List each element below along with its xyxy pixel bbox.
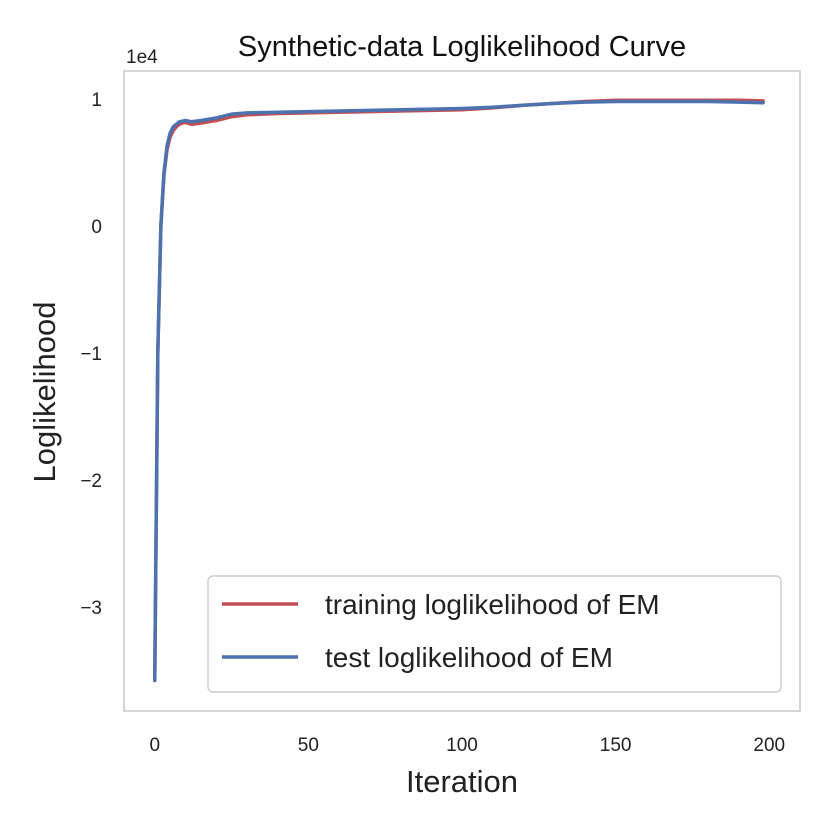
x-axis-label: Iteration	[406, 764, 518, 799]
series-line-test	[152, 99, 765, 683]
y-tick-label: 1	[91, 90, 102, 111]
legend-label-training: training loglikelihood of EM	[325, 589, 660, 620]
x-tick-label: 200	[753, 735, 785, 756]
x-tick-label: 100	[446, 735, 478, 756]
chart-title: Synthetic-data Loglikelihood Curve	[238, 31, 686, 63]
legend-label-test: test loglikelihood of EM	[325, 642, 613, 673]
series-layer	[152, 98, 765, 683]
y-offset-text: 1e4	[126, 47, 158, 68]
legend-frame	[207, 575, 782, 693]
x-axis-ticks: 0 50 100 150 200	[149, 735, 785, 756]
y-axis-ticks: −3 −2 −1 0 1	[80, 90, 102, 619]
legend: training loglikelihood of EM test loglik…	[207, 575, 782, 693]
y-tick-label: −3	[80, 598, 102, 619]
y-tick-label: −1	[80, 344, 102, 365]
x-tick-label: 50	[298, 735, 319, 756]
x-tick-label: 150	[600, 735, 632, 756]
y-axis-label: Loglikelihood	[27, 302, 62, 483]
y-tick-label: −2	[80, 471, 102, 492]
x-tick-label: 0	[149, 735, 160, 756]
y-tick-label: 0	[91, 217, 102, 238]
